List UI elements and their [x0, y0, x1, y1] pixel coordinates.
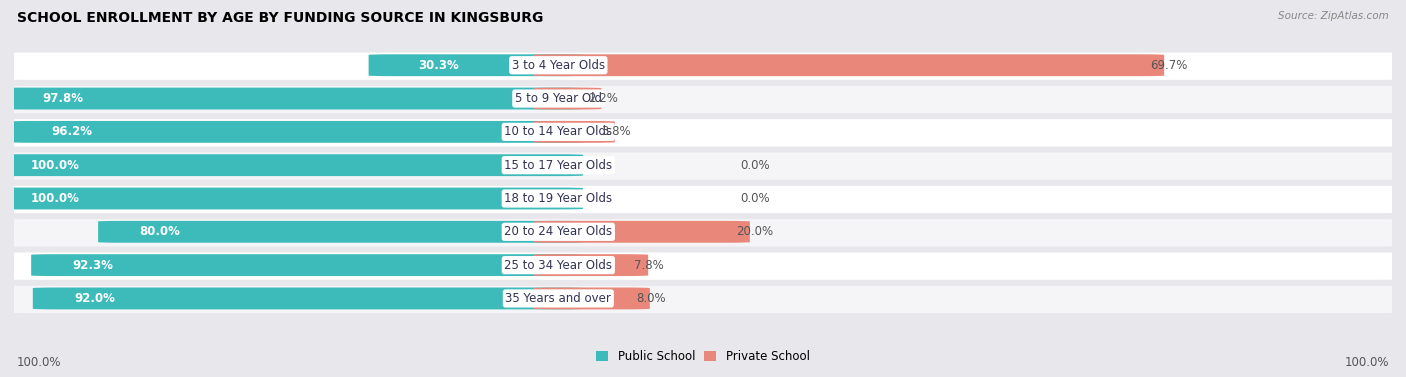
FancyBboxPatch shape	[533, 121, 614, 143]
Text: 20.0%: 20.0%	[737, 225, 773, 238]
Text: 100.0%: 100.0%	[31, 159, 80, 172]
Text: 3.8%: 3.8%	[600, 126, 631, 138]
Text: 100.0%: 100.0%	[1344, 357, 1389, 369]
Text: 80.0%: 80.0%	[139, 225, 180, 238]
Text: 3 to 4 Year Olds: 3 to 4 Year Olds	[512, 59, 605, 72]
FancyBboxPatch shape	[0, 86, 1406, 113]
FancyBboxPatch shape	[533, 254, 648, 276]
FancyBboxPatch shape	[533, 288, 650, 310]
Text: 7.8%: 7.8%	[634, 259, 664, 271]
FancyBboxPatch shape	[0, 253, 1406, 280]
FancyBboxPatch shape	[533, 87, 602, 109]
Text: 25 to 34 Year Olds: 25 to 34 Year Olds	[505, 259, 613, 271]
FancyBboxPatch shape	[0, 52, 1406, 80]
FancyBboxPatch shape	[0, 186, 1406, 213]
FancyBboxPatch shape	[533, 54, 1164, 76]
Text: 100.0%: 100.0%	[17, 357, 62, 369]
FancyBboxPatch shape	[0, 286, 1406, 313]
Text: 15 to 17 Year Olds: 15 to 17 Year Olds	[505, 159, 613, 172]
FancyBboxPatch shape	[10, 121, 583, 143]
FancyBboxPatch shape	[1, 87, 583, 109]
Text: 18 to 19 Year Olds: 18 to 19 Year Olds	[505, 192, 613, 205]
Text: 96.2%: 96.2%	[51, 126, 93, 138]
Text: 0.0%: 0.0%	[741, 192, 770, 205]
Text: 92.0%: 92.0%	[75, 292, 115, 305]
Text: 5 to 9 Year Old: 5 to 9 Year Old	[515, 92, 602, 105]
Text: 100.0%: 100.0%	[31, 192, 80, 205]
Text: Source: ZipAtlas.com: Source: ZipAtlas.com	[1278, 11, 1389, 21]
FancyBboxPatch shape	[32, 288, 583, 310]
Text: 10 to 14 Year Olds: 10 to 14 Year Olds	[505, 126, 613, 138]
FancyBboxPatch shape	[31, 254, 583, 276]
Text: 69.7%: 69.7%	[1150, 59, 1188, 72]
Text: 92.3%: 92.3%	[73, 259, 114, 271]
Text: 0.0%: 0.0%	[741, 159, 770, 172]
FancyBboxPatch shape	[533, 221, 749, 243]
Text: SCHOOL ENROLLMENT BY AGE BY FUNDING SOURCE IN KINGSBURG: SCHOOL ENROLLMENT BY AGE BY FUNDING SOUR…	[17, 11, 543, 25]
FancyBboxPatch shape	[0, 154, 583, 176]
FancyBboxPatch shape	[0, 119, 1406, 147]
Text: 20 to 24 Year Olds: 20 to 24 Year Olds	[505, 225, 613, 238]
Text: 30.3%: 30.3%	[418, 59, 458, 72]
FancyBboxPatch shape	[0, 153, 1406, 180]
Text: 97.8%: 97.8%	[42, 92, 83, 105]
Legend: Public School, Private School: Public School, Private School	[596, 350, 810, 363]
Text: 8.0%: 8.0%	[636, 292, 665, 305]
FancyBboxPatch shape	[368, 54, 583, 76]
Text: 35 Years and over: 35 Years and over	[505, 292, 612, 305]
FancyBboxPatch shape	[98, 221, 583, 243]
Text: 2.2%: 2.2%	[588, 92, 617, 105]
FancyBboxPatch shape	[0, 188, 583, 209]
FancyBboxPatch shape	[0, 219, 1406, 247]
